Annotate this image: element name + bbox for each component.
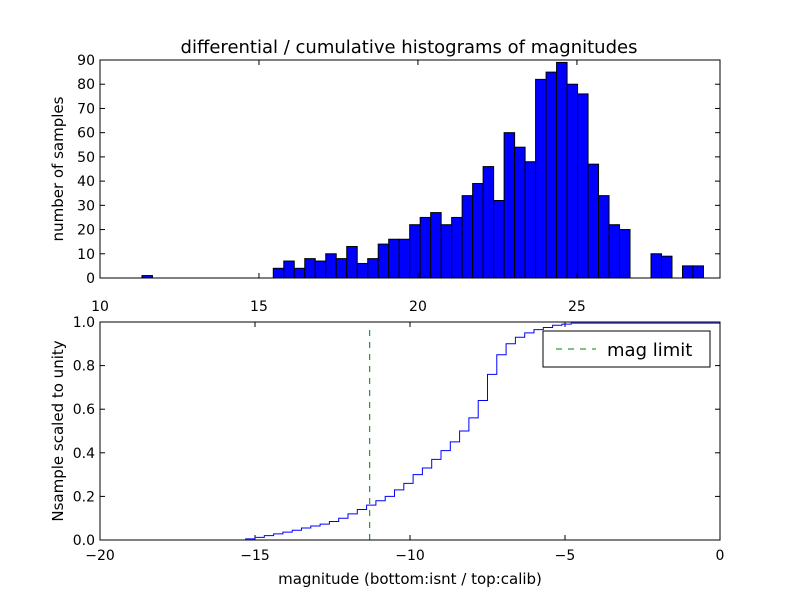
x-tick-label: −10 (395, 548, 425, 564)
histogram-bar (430, 212, 442, 279)
y-tick-label: 40 (77, 174, 95, 190)
y-tick-label: 0 (86, 271, 95, 287)
histogram-bar (587, 163, 600, 279)
histogram-bar (419, 216, 432, 279)
cumulative-ticks: 0.0 0.2 0.4 0.6 0.8 1.0 −20 −15 −10 −5 0 (73, 315, 725, 564)
histogram-bar (335, 258, 348, 279)
y-tick-label: 90 (77, 53, 95, 69)
y-tick-label: 30 (77, 198, 95, 214)
legend-label-mag-limit: mag limit (607, 340, 692, 361)
histogram-bar (346, 246, 358, 279)
y-tick-label: 50 (77, 150, 95, 166)
histogram-bar (451, 216, 463, 279)
legend: mag limit (542, 330, 711, 368)
histogram-bar (566, 83, 579, 279)
histogram-axes-frame (99, 59, 721, 279)
histogram-bar (472, 183, 484, 279)
y-tick-label: 1.0 (73, 315, 95, 331)
histogram-y-axis-label: number of samples (49, 96, 67, 241)
x-tick-label: 20 (409, 299, 427, 315)
histogram-bar (482, 166, 495, 279)
y-tick-label: 0.6 (73, 402, 95, 418)
histogram-bar (461, 195, 474, 279)
histogram-ticks: 0 10 20 30 40 50 60 70 80 90 10 15 20 25 (77, 53, 720, 315)
y-tick-label: 10 (77, 247, 95, 263)
cumulative-y-axis-label: Nsample scaled to unity (49, 340, 67, 521)
y-tick-label: 0.0 (73, 533, 95, 549)
histogram-bar (398, 238, 411, 279)
histogram-bar (545, 71, 558, 279)
histogram-bar (535, 78, 547, 279)
histogram-bar (314, 260, 327, 279)
x-tick-label: −15 (240, 548, 270, 564)
histogram-bar (692, 265, 704, 279)
y-tick-label: 60 (77, 126, 95, 142)
x-tick-label: −20 (85, 548, 115, 564)
histogram-bar (367, 258, 379, 279)
x-tick-label: 10 (91, 299, 109, 315)
x-tick-label: 25 (568, 299, 586, 315)
y-tick-label: 0.4 (73, 446, 95, 462)
histogram-bar (650, 253, 662, 279)
cumulative-panel: 0.0 0.2 0.4 0.6 0.8 1.0 −20 −15 −10 −5 0 Nsample s… (49, 315, 724, 588)
histogram-bar (514, 146, 526, 279)
histogram-bar (619, 229, 631, 279)
histogram-bar (409, 224, 421, 279)
x-tick-label: 15 (250, 299, 268, 315)
histogram-bar (493, 199, 505, 279)
histogram-bar (503, 132, 516, 279)
histogram-panel: differential / cumulative histograms of … (49, 37, 721, 315)
x-tick-label: −5 (555, 548, 576, 564)
x-tick-label: 0 (716, 548, 725, 564)
histogram-bar (304, 258, 316, 279)
y-tick-label: 0.2 (73, 489, 95, 505)
histogram-bar (283, 260, 295, 279)
y-tick-label: 0.8 (73, 359, 95, 375)
histogram-bar (681, 265, 694, 279)
histogram-bar (325, 253, 337, 279)
chart-title: differential / cumulative histograms of … (181, 37, 638, 58)
histogram-bar (598, 195, 610, 279)
histogram-bar (356, 262, 369, 279)
histogram-bar (293, 267, 306, 279)
cumulative-axes-frame (99, 321, 721, 541)
y-tick-label: 80 (77, 77, 95, 93)
histogram-bar (660, 255, 673, 279)
histogram-bars (141, 61, 704, 279)
histogram-bar (556, 61, 568, 279)
histogram-bar (577, 93, 589, 279)
histogram-bar (524, 161, 537, 279)
histogram-bar (377, 243, 390, 279)
y-tick-label: 20 (77, 223, 95, 239)
histogram-bar (272, 267, 285, 279)
x-axis-label: magnitude (bottom:isnt / top:calib) (278, 570, 542, 588)
histogram-bar (608, 224, 621, 279)
cumulative-line (100, 322, 721, 541)
histogram-bar (388, 238, 400, 279)
histogram-bar (440, 224, 453, 279)
y-tick-label: 70 (77, 101, 95, 117)
